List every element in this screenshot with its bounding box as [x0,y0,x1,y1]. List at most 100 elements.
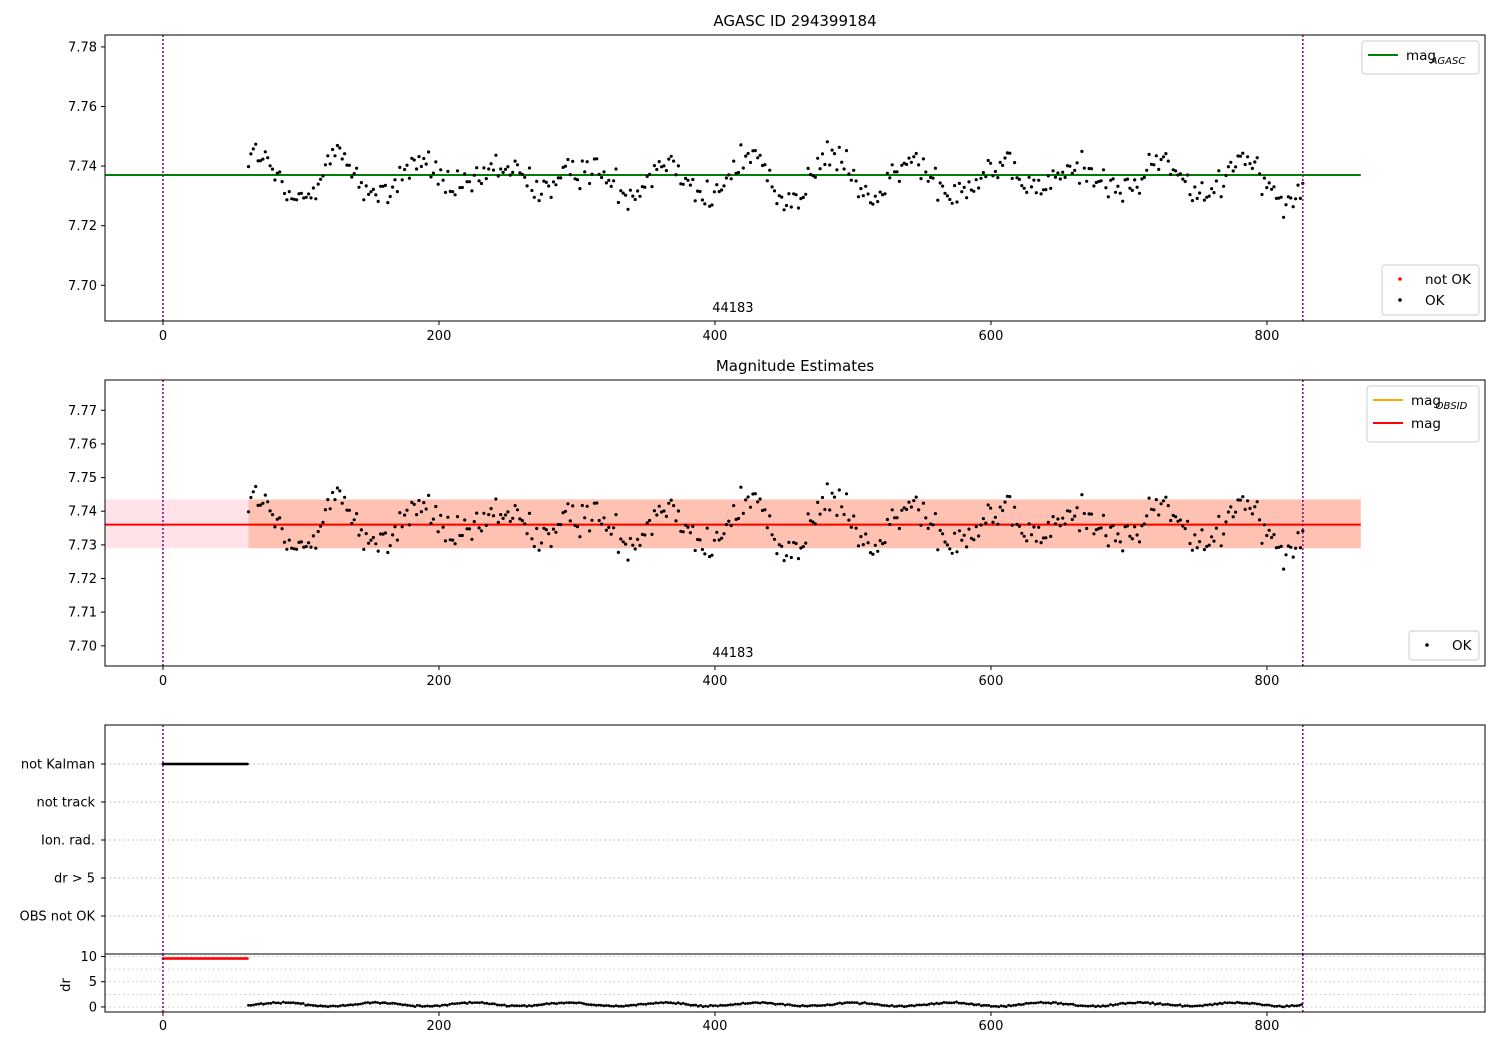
data-point [1010,176,1014,181]
data-point [1286,195,1290,199]
data-point [314,197,318,201]
data-point [950,551,954,555]
data-point [816,500,820,504]
data-point [820,495,825,500]
dr-point [1250,1001,1254,1005]
data-point [936,198,940,202]
dr-point [1178,1003,1182,1007]
dr-point [301,1002,305,1005]
dr-point [955,1000,958,1004]
data-point [458,533,462,538]
flag-label: not Kalman [21,758,95,773]
dr-point [475,1001,479,1004]
data-point [794,541,798,546]
dr-point [381,1001,385,1005]
dr-point [1168,1003,1172,1007]
data-point [770,533,774,537]
data-point [991,520,995,524]
dr-point [1238,1001,1241,1005]
data-point [1282,567,1286,571]
data-point [926,179,930,183]
data-point [900,508,904,512]
data-point [275,171,279,175]
data-point [717,538,721,542]
dr-point [1054,1001,1058,1004]
dr-point [1101,1004,1105,1008]
data-point [359,181,363,185]
dr-point [341,1003,345,1007]
dr-point [1086,1004,1090,1008]
dr-point [1253,1002,1256,1005]
dr-point [279,1002,283,1005]
dr-point [1084,1004,1087,1008]
dr-point [592,1003,596,1007]
legend-subscript: AGASC [1430,56,1466,67]
data-point [465,527,469,531]
data-point [1053,175,1058,179]
data-point [960,538,964,542]
data-point [1008,151,1012,155]
dr-point [729,1003,732,1007]
data-point [405,163,409,167]
data-point [1001,163,1005,167]
data-point [1193,185,1197,189]
dr-point [314,1004,317,1008]
data-point [1121,549,1125,553]
data-point [746,151,750,156]
dr-point [542,1002,546,1006]
dr-point [982,1003,986,1007]
dr-point [1218,1001,1222,1005]
dr-point [637,1002,640,1006]
data-point [328,507,332,511]
data-point [789,555,793,560]
data-point [494,153,498,157]
data-point [602,516,606,520]
data-point [993,515,998,519]
dr-point [276,1001,280,1005]
dr-point [701,1005,705,1009]
data-point [590,518,594,522]
dr-point [937,1002,941,1006]
data-point [1301,529,1305,533]
data-point [751,149,755,153]
data-point [996,176,1000,180]
data-point [1296,183,1300,187]
data-point [1164,152,1168,156]
data-point [520,519,524,523]
dr-point [498,1003,501,1007]
data-point [1037,525,1041,529]
data-point [597,518,601,523]
data-point [948,547,952,551]
data-point [1032,178,1036,182]
data-point [1130,537,1134,541]
dr-point [840,1002,844,1006]
data-point [876,549,880,553]
data-point [256,159,260,163]
data-point [580,503,584,508]
data-point [379,532,383,536]
dr-point [632,1003,635,1007]
panel-4: 0 5 10 0 200 400 600 800 dr [59,950,1486,1034]
data-point [1291,205,1295,209]
dr-point [634,1003,638,1007]
data-point [1174,169,1178,173]
data-point [455,169,460,173]
data-point [1123,178,1127,182]
dr-point [1287,1005,1291,1008]
data-point [583,170,587,174]
dr-point [912,1004,916,1008]
data-point [559,523,563,527]
data-point [897,179,902,183]
dr-point [430,1004,434,1008]
data-point [1174,515,1178,519]
dr-point [808,1004,812,1008]
data-point [388,194,392,199]
dr-point [793,1004,797,1007]
data-point [799,197,803,201]
dr-point [719,1003,722,1007]
data-point [287,538,291,542]
data-point [503,513,508,517]
data-point [1298,546,1302,550]
data-point [1200,528,1204,532]
dr-point [932,1002,936,1006]
